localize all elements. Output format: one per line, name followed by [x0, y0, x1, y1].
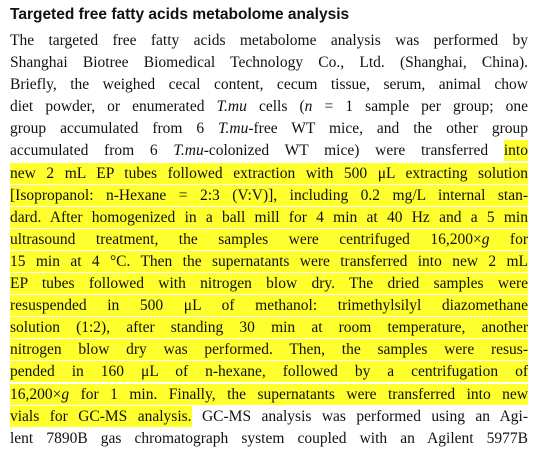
text-span: n [304, 98, 313, 116]
text-span: GC-MS analysis was performed using an Ag… [191, 407, 528, 425]
text-line: ultrasound treatment, the samples were c… [10, 228, 528, 251]
text-span: group accumulated from 6 [10, 120, 219, 138]
highlighted-text: ultrasound treatment, the samples were c… [10, 228, 482, 250]
text-line: [Isopropanol: n-Hexane = 2:3 (V:V)], inc… [10, 184, 528, 207]
text-line: dard. After homogenized in a ball mill f… [10, 206, 528, 229]
highlighted-text: [Isopropanol: n-Hexane = 2:3 (V:V)], inc… [10, 184, 528, 206]
highlighted-text: for [489, 228, 528, 250]
text-line: diet powder, or enumerated T.mu cells (n… [10, 96, 528, 118]
text-span: = 1 sample per group; one [312, 98, 528, 116]
text-span: T.mu [218, 120, 249, 138]
text-span: The targeted free fatty acids metabolome… [10, 32, 528, 49]
highlighted-text: pended in 160 μL of n-hexane, followed b… [10, 361, 528, 383]
text-span: accumulated from 6 [10, 142, 174, 160]
text-line: nitrogen blow dry was performed. Then, t… [10, 339, 528, 361]
highlighted-text: g [61, 383, 70, 405]
text-line: resuspended in 500 μL of methanol: trime… [10, 295, 528, 317]
highlighted-text: new 2 mL EP tubes followed extraction wi… [10, 162, 528, 184]
highlighted-text: for 1 min. Finally, the supernatants wer… [69, 383, 528, 405]
text-line: The targeted free fatty acids metabolome… [10, 30, 528, 52]
text-span: lent 7890B gas chromatograph system coup… [10, 429, 528, 447]
text-line: pended in 160 μL of n-hexane, followed b… [10, 361, 528, 383]
heading: Targeted free fatty acids metabolome ana… [10, 6, 350, 23]
highlighted-text: solution (1:2), after standing 30 min at… [10, 317, 528, 339]
text-line: Shanghai Biotree Biomedical Technology C… [10, 52, 528, 74]
text-span: -free WT mice, and the other group [248, 120, 529, 138]
text-line: EP tubes followed with nitrogen blow dry… [10, 273, 528, 295]
text-line: 16,200×g for 1 min. Finally, the superna… [10, 383, 528, 406]
text-span: Briefly, the weighed cecal content, cecu… [10, 76, 528, 94]
text-span: T.mu [173, 142, 204, 160]
highlighted-text: 15 min at 4 °C. Then the supernatants we… [10, 250, 528, 272]
text-line: 15 min at 4 °C. Then the supernatants we… [10, 250, 528, 273]
text-line: group accumulated from 6 T.mu-free WT mi… [10, 118, 528, 140]
text-line: Briefly, the weighed cecal content, cecu… [10, 74, 528, 96]
text-line: solution (1:2), after standing 30 min at… [10, 317, 528, 339]
text-span: -colonized WT mice) were transferred [203, 142, 504, 160]
text-line: lent 7890B gas chromatograph system coup… [10, 428, 528, 450]
highlighted-text: g [481, 228, 490, 250]
text-line: vials for GC-MS analysis. GC-MS analysis… [10, 405, 528, 428]
body-text: The targeted free fatty acids metabolome… [10, 30, 528, 450]
text-line: new 2 mL EP tubes followed extraction wi… [10, 162, 528, 185]
highlighted-text: dard. After homogenized in a ball mill f… [10, 206, 528, 228]
highlighted-text: EP tubes followed with nitrogen blow dry… [10, 273, 528, 295]
text-span: T.mu [216, 98, 247, 116]
highlighted-text: 16,200× [10, 383, 62, 405]
text-span: cells ( [246, 98, 305, 116]
highlighted-text: resuspended in 500 μL of methanol: trime… [10, 295, 528, 317]
text-span: Shanghai Biotree Biomedical Technology C… [10, 54, 528, 72]
highlighted-text: nitrogen blow dry was performed. Then, t… [10, 339, 528, 361]
text-line: accumulated from 6 T.mu-colonized WT mic… [10, 140, 528, 162]
text-span: diet powder, or enumerated [10, 98, 217, 116]
highlighted-text: vials for GC-MS analysis. [10, 405, 192, 427]
highlighted-text: into [503, 140, 528, 162]
